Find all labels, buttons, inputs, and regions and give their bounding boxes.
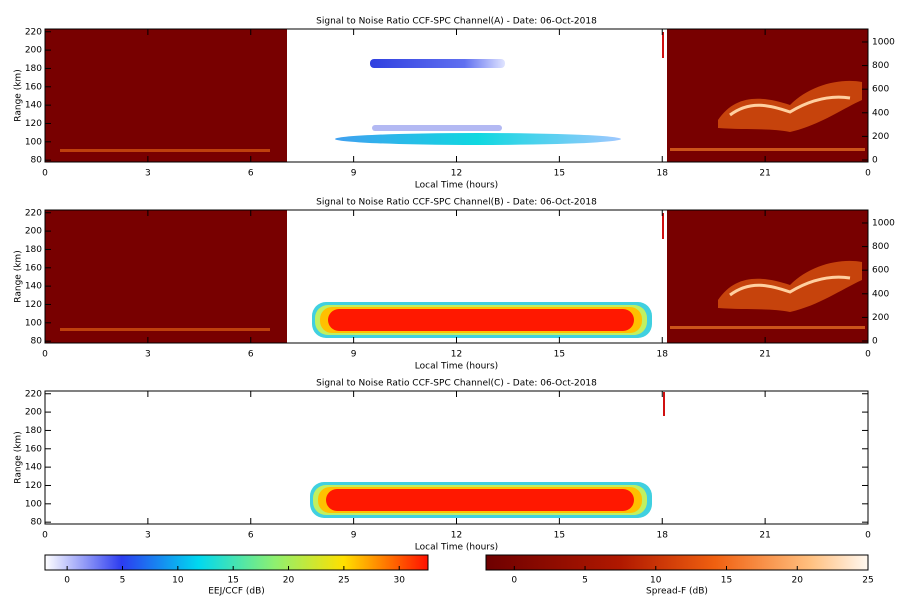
- y-tick-label: 100: [25, 499, 42, 509]
- colorbar-tick-label: 5: [582, 576, 588, 586]
- x-axis-label: Local Time (hours): [415, 181, 498, 191]
- image-b: [45, 210, 868, 343]
- colorbar-tick-label: 25: [338, 576, 349, 586]
- x-tick-label: 9: [351, 350, 357, 360]
- y2-tick-label: 600: [872, 266, 889, 276]
- colorbar-label: EEJ/CCF (dB): [208, 587, 265, 597]
- x-tick-label: 3: [145, 531, 151, 541]
- x-tick-label: 18: [657, 169, 669, 179]
- x-tick-label: 6: [248, 169, 254, 179]
- colorbar-tick-label: 10: [172, 576, 184, 586]
- colorbar-tick-label: 0: [64, 576, 70, 586]
- x-tick-label: 18: [657, 350, 669, 360]
- y2-tick-label: 600: [872, 85, 889, 95]
- y-axis-label: Range (km): [14, 69, 24, 121]
- y-tick-label: 180: [25, 64, 42, 74]
- y-tick-label: 80: [31, 156, 43, 166]
- y-tick-label: 180: [25, 245, 42, 255]
- y2-tick-label: 800: [872, 242, 889, 252]
- x-tick-label: 0: [42, 169, 48, 179]
- y2-tick-label: 1000: [872, 37, 895, 47]
- x-tick-label: 0: [42, 531, 48, 541]
- y-tick-label: 100: [25, 137, 42, 147]
- x-tick-label: 15: [554, 531, 565, 541]
- panel-title: Signal to Noise Ratio CCF-SPC Channel(A)…: [316, 17, 597, 27]
- y2-tick-label: 0: [872, 155, 878, 165]
- x-tick-label: 12: [451, 169, 462, 179]
- colorbar-tick-label: 10: [650, 576, 662, 586]
- x-tick-label: 3: [145, 169, 151, 179]
- y-tick-label: 200: [25, 408, 42, 418]
- x-tick-label: 6: [248, 350, 254, 360]
- y-tick-label: 140: [25, 282, 42, 292]
- colorbar-tick-label: 5: [120, 576, 126, 586]
- colorbar-label: Spread-F (dB): [646, 587, 708, 597]
- y-tick-label: 180: [25, 426, 42, 436]
- y-tick-label: 160: [25, 263, 42, 273]
- y-axis-label: Range (km): [14, 431, 24, 483]
- y-tick-label: 160: [25, 82, 42, 92]
- y2-tick-label: 200: [872, 132, 889, 142]
- colorbar-eej: [44, 554, 429, 571]
- x-axis-label: Local Time (hours): [415, 362, 498, 372]
- panel-title: Signal to Noise Ratio CCF-SPC Channel(B)…: [316, 198, 597, 208]
- colorbar-spread-f: [485, 554, 869, 571]
- y-tick-label: 200: [25, 227, 42, 237]
- y-tick-label: 220: [25, 208, 42, 218]
- colorbar-tick-label: 25: [862, 576, 873, 586]
- x-tick-label: 3: [145, 350, 151, 360]
- y-tick-label: 120: [25, 300, 42, 310]
- image-a: [45, 29, 868, 162]
- y-tick-label: 200: [25, 46, 42, 56]
- y2-tick-label: 800: [872, 61, 889, 71]
- y-tick-label: 220: [25, 27, 42, 37]
- panel-title: Signal to Noise Ratio CCF-SPC Channel(C)…: [316, 379, 597, 389]
- y-tick-label: 120: [25, 481, 42, 491]
- y-tick-label: 140: [25, 463, 42, 473]
- colorbar-tick-label: 30: [393, 576, 405, 586]
- y-axis-label: Range (km): [14, 250, 24, 302]
- y2-tick-label: 400: [872, 108, 889, 118]
- y-tick-label: 160: [25, 444, 42, 454]
- colorbar-tick-label: 20: [792, 576, 804, 586]
- colorbar-tick-label: 0: [511, 576, 517, 586]
- y2-tick-label: 400: [872, 289, 889, 299]
- x-tick-label: 12: [451, 350, 462, 360]
- colorbar-tick-label: 15: [227, 576, 238, 586]
- y-tick-label: 120: [25, 119, 42, 129]
- y-tick-label: 80: [31, 337, 43, 347]
- y-tick-label: 220: [25, 389, 42, 399]
- y2-tick-label: 1000: [872, 218, 895, 228]
- x-tick-label: 9: [351, 531, 357, 541]
- colorbar-tick-label: 20: [283, 576, 295, 586]
- x-tick-label: 0: [865, 169, 871, 179]
- x-tick-label: 21: [759, 531, 770, 541]
- x-axis-label: Local Time (hours): [415, 543, 498, 553]
- y-tick-label: 140: [25, 101, 42, 111]
- x-tick-label: 6: [248, 531, 254, 541]
- x-tick-label: 21: [759, 169, 770, 179]
- x-tick-label: 9: [351, 169, 357, 179]
- x-tick-label: 21: [759, 350, 770, 360]
- x-tick-label: 18: [657, 531, 669, 541]
- x-tick-label: 0: [865, 531, 871, 541]
- image-c: [310, 392, 665, 518]
- colorbar-tick-label: 15: [721, 576, 732, 586]
- y-tick-label: 80: [31, 518, 43, 528]
- y2-tick-label: 0: [872, 336, 878, 346]
- x-tick-label: 12: [451, 531, 462, 541]
- y-tick-label: 100: [25, 318, 42, 328]
- x-tick-label: 15: [554, 350, 565, 360]
- x-tick-label: 15: [554, 169, 565, 179]
- y2-tick-label: 200: [872, 313, 889, 323]
- x-tick-label: 0: [42, 350, 48, 360]
- x-tick-label: 0: [865, 350, 871, 360]
